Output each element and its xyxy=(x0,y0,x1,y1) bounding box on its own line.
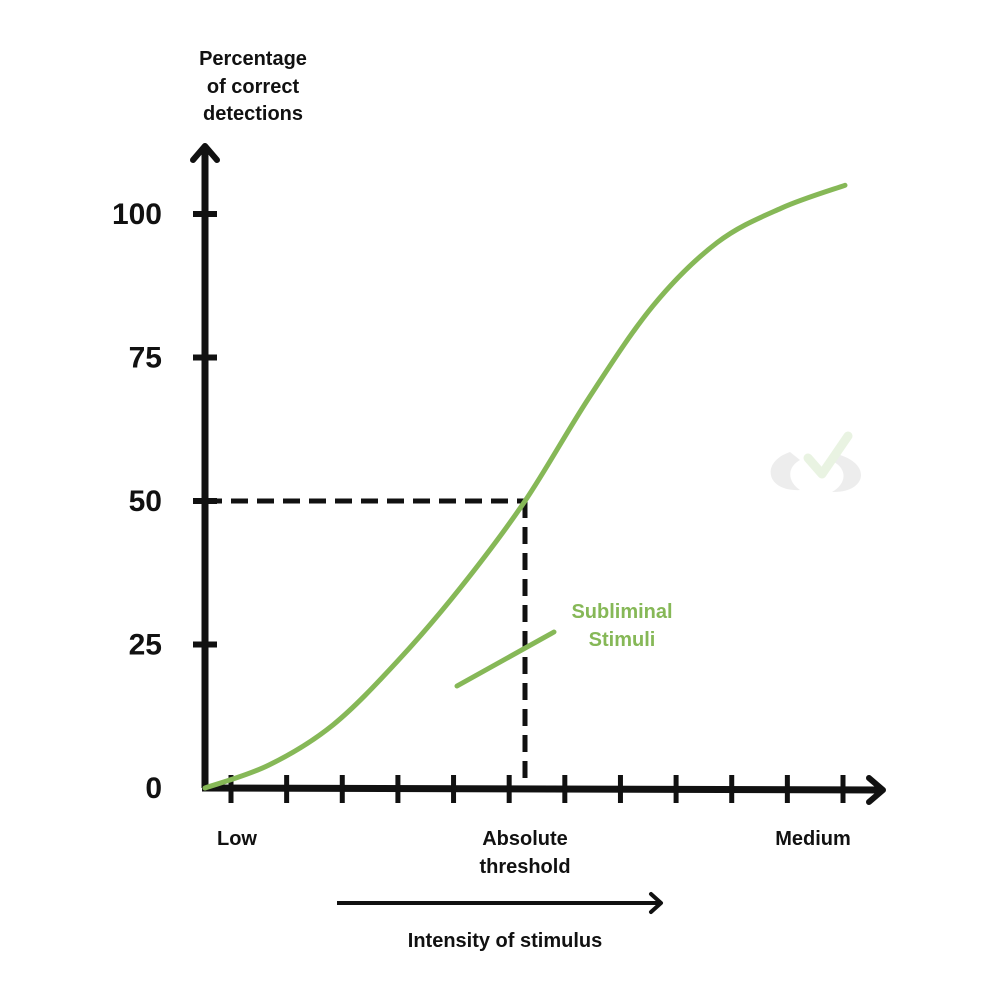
x-category-label: threshold xyxy=(479,856,570,878)
y-axis-arrowhead xyxy=(190,143,220,163)
watermark-logo xyxy=(770,431,862,493)
x-categories: Low Absolute threshold Medium xyxy=(217,828,851,878)
y-tick-label: 0 xyxy=(145,772,162,805)
series-line xyxy=(202,182,848,791)
annotation-pointer xyxy=(454,629,557,689)
axes xyxy=(190,143,886,805)
y-axis-title-line-3: detections xyxy=(203,103,303,125)
y-axis-title-line-1: Percentage xyxy=(199,48,307,70)
annotation-line-1: Subliminal xyxy=(571,601,672,623)
threshold-lines xyxy=(205,498,528,788)
y-tick-label: 25 xyxy=(129,629,162,662)
x-axis-line xyxy=(201,784,884,794)
curve-layer xyxy=(202,182,848,791)
x-category-label: Low xyxy=(217,828,257,850)
x-axis-title: Intensity of stimulus xyxy=(408,930,602,952)
x-ticks xyxy=(228,775,846,803)
y-ticks: 0 25 50 75 100 xyxy=(112,198,217,805)
y-tick-label: 50 xyxy=(129,485,162,518)
x-axis-arrowhead xyxy=(866,775,886,805)
x-title-arrowhead xyxy=(649,892,663,914)
annotation-line-2: Stimuli xyxy=(589,629,656,651)
x-category-label: Absolute xyxy=(482,828,568,850)
y-axis-title-line-2: of correct xyxy=(207,76,300,98)
x-category-label: Medium xyxy=(775,828,851,850)
y-tick-label: 100 xyxy=(112,198,162,231)
y-tick-label: 75 xyxy=(129,342,162,375)
